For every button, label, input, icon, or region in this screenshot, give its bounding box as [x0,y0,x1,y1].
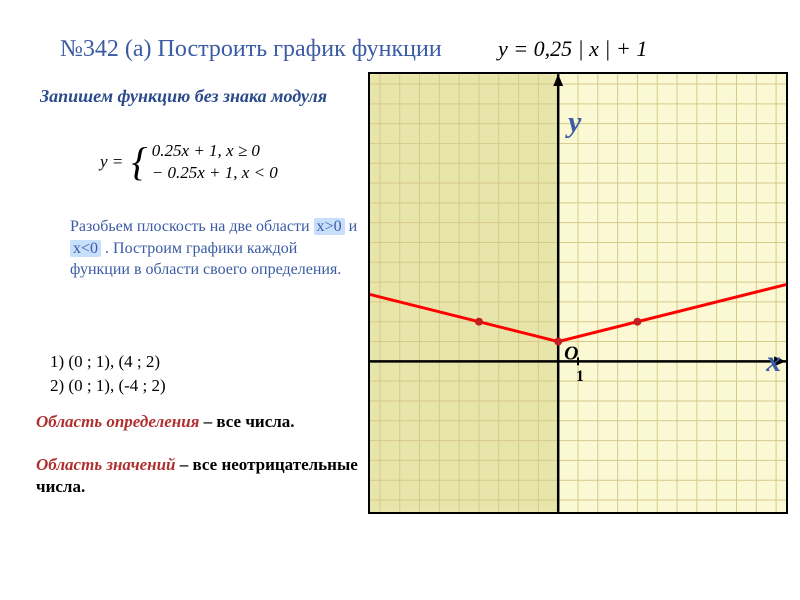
graph-container: y x O 1 [368,72,788,514]
svg-text:y: y [565,107,582,139]
range-text: Область значений – все неотрицательные ч… [36,454,396,498]
points-line2: 2) (0 ; 1), (-4 ; 2) [50,374,166,398]
page-title: №342 (а) Построить график функции [60,36,442,63]
range-label: Область значений [36,455,176,474]
points-list: 1) (0 ; 1), (4 ; 2) 2) (0 ; 1), (-4 ; 2) [50,350,166,398]
piecewise-line2: − 0.25x + 1, x < 0 [152,163,278,182]
domain-value: – все числа. [199,412,294,431]
subtitle: Запишем функцию без знака модуля [40,86,360,108]
domain-text: Область определения – все числа. [36,412,295,432]
condition-positive: x>0 [314,218,345,235]
svg-text:O: O [564,342,578,364]
explain-t3: . Построим графики каждой функции в обла… [70,240,341,279]
piecewise-lines: 0.25x + 1, x ≥ 0 − 0.25x + 1, x < 0 [152,140,278,184]
points-line1: 1) (0 ; 1), (4 ; 2) [50,350,166,374]
explanation-text: Разобьем плоскость на две области x>0 и … [70,216,360,281]
piecewise-function: y = { 0.25x + 1, x ≥ 0 − 0.25x + 1, x < … [100,140,278,184]
domain-label: Область определения [36,412,199,431]
svg-text:1: 1 [576,368,584,385]
formula-title: y = 0,25 | x | + 1 [498,36,647,62]
brace-icon: { [132,144,148,180]
piecewise-y: y = [100,152,123,172]
svg-text:x: x [765,346,781,378]
condition-negative: x<0 [70,240,101,257]
piecewise-line1: 0.25x + 1, x ≥ 0 [152,141,260,160]
function-graph: y x O 1 [370,74,786,512]
explain-t1: Разобьем плоскость на две области [70,218,314,235]
explain-t2: и [349,218,358,235]
